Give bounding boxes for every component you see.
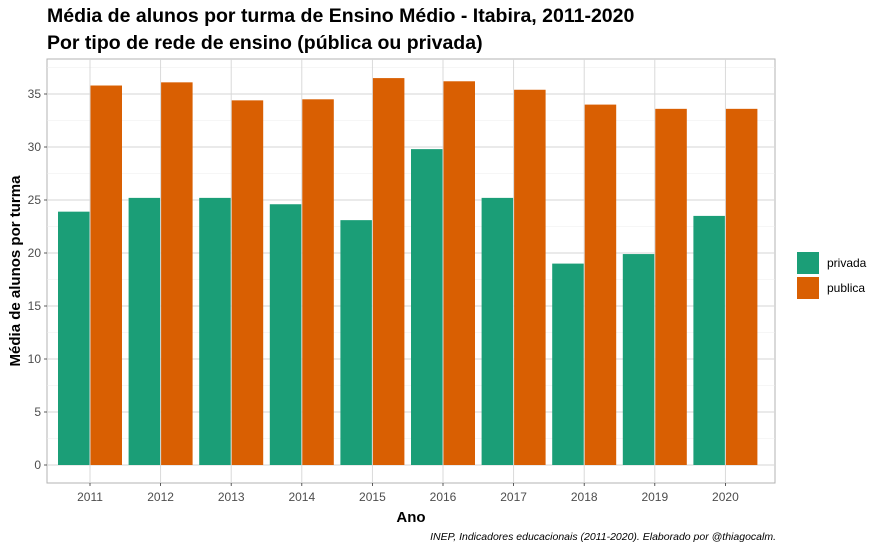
bar-publica-2019 <box>655 108 687 465</box>
x-axis-title: Ano <box>396 509 425 526</box>
y-tick-label: 20 <box>28 246 42 260</box>
bar-publica-2018 <box>584 104 617 465</box>
x-tick-label: 2018 <box>571 490 598 504</box>
x-tick-label: 2011 <box>77 490 103 504</box>
y-tick-label: 5 <box>34 405 41 419</box>
bar-privada-2015 <box>340 220 372 465</box>
bar-publica-2014 <box>302 99 334 466</box>
y-axis-ticks: 0 5 10 15 20 25 30 35 <box>28 87 47 472</box>
bar-publica-2012 <box>161 82 193 465</box>
x-tick-label: 2020 <box>712 490 739 504</box>
x-tick-label: 2013 <box>218 490 245 504</box>
y-tick-label: 25 <box>28 193 42 207</box>
bar-publica-2016 <box>443 81 475 465</box>
y-tick-label: 15 <box>28 299 42 313</box>
x-tick-label: 2015 <box>359 490 386 504</box>
bar-publica-2013 <box>231 100 264 466</box>
bar-privada-2013 <box>199 197 231 465</box>
legend-swatch-publica <box>797 277 819 299</box>
bar-publica-2017 <box>514 89 546 465</box>
y-tick-label: 0 <box>34 458 41 472</box>
legend-swatch-privada <box>797 252 819 274</box>
legend: privada publica <box>797 252 867 299</box>
bar-privada-2020 <box>693 215 725 465</box>
bar-privada-2011 <box>58 211 90 465</box>
bar-privada-2018 <box>552 263 584 465</box>
bar-privada-2016 <box>411 149 443 465</box>
chart-subtitle: Por tipo de rede de ensino (pública ou p… <box>47 32 483 54</box>
bar-privada-2019 <box>622 254 655 465</box>
y-tick-label: 30 <box>28 140 42 154</box>
x-axis-ticks: 2011 2012 2013 2014 2015 2016 2017 2018 2019 2020 <box>77 483 739 504</box>
bar-publica-2020 <box>725 108 758 465</box>
legend-label-privada: privada <box>827 256 867 270</box>
y-axis-title: Média de alunos por turma <box>7 175 24 367</box>
chart-caption: INEP, Indicadores educacionais (2011-202… <box>430 531 776 543</box>
bar-privada-2017 <box>481 197 514 465</box>
x-tick-label: 2019 <box>641 490 668 504</box>
y-tick-label: 35 <box>28 87 42 101</box>
bar-privada-2014 <box>269 204 302 466</box>
x-tick-label: 2016 <box>430 490 457 504</box>
bar-publica-2011 <box>90 85 122 466</box>
y-tick-label: 10 <box>28 352 42 366</box>
bar-publica-2015 <box>372 78 405 465</box>
x-tick-label: 2014 <box>288 490 315 504</box>
chart-title: Média de alunos por turma de Ensino Médi… <box>47 5 635 27</box>
legend-label-publica: publica <box>827 281 865 295</box>
x-tick-label: 2017 <box>500 490 527 504</box>
bars <box>58 78 758 466</box>
bar-privada-2012 <box>128 197 161 465</box>
x-tick-label: 2012 <box>147 490 174 504</box>
